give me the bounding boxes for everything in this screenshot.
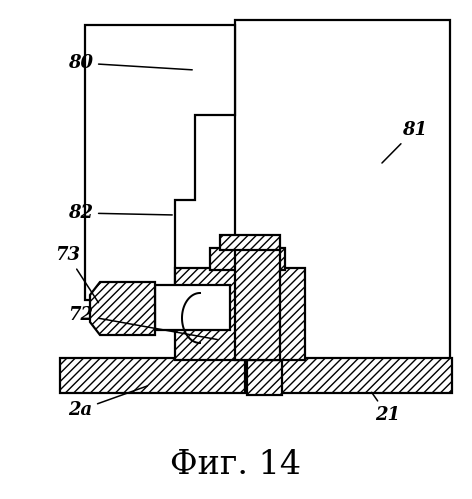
- Text: Фиг. 14: Фиг. 14: [170, 449, 302, 481]
- Bar: [60, 358, 245, 393]
- Text: 80: 80: [68, 54, 192, 72]
- Bar: [280, 358, 452, 393]
- Text: 21: 21: [371, 392, 400, 424]
- Polygon shape: [90, 282, 155, 335]
- Text: 2a: 2a: [68, 386, 147, 419]
- Bar: [235, 20, 450, 365]
- Bar: [155, 285, 230, 330]
- Bar: [175, 268, 305, 360]
- Polygon shape: [85, 25, 235, 300]
- Bar: [247, 348, 282, 395]
- Bar: [220, 235, 280, 250]
- Bar: [235, 248, 280, 360]
- Text: 73: 73: [55, 246, 99, 303]
- Text: 82: 82: [68, 204, 172, 222]
- Bar: [210, 248, 285, 270]
- Text: 72: 72: [68, 306, 217, 339]
- Text: 81: 81: [382, 121, 427, 163]
